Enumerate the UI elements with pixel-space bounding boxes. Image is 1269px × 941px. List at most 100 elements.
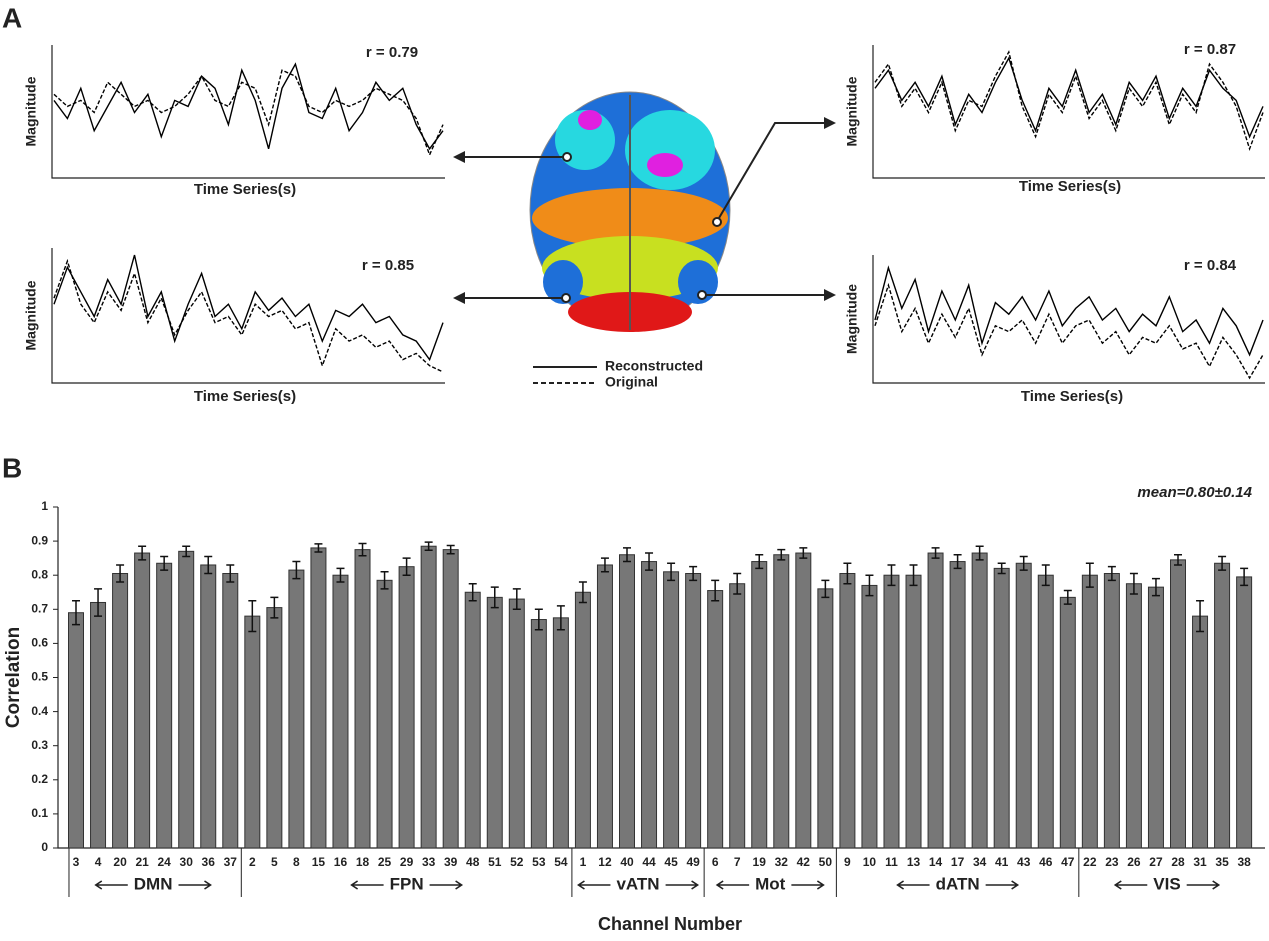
x-tick-label: 27 — [1149, 855, 1163, 869]
bar — [1015, 562, 1032, 849]
series-line — [874, 50, 1264, 151]
error-bar — [116, 564, 125, 583]
bar — [420, 545, 437, 849]
y-tick-label: 0.1 — [31, 806, 48, 820]
error-bar — [94, 588, 103, 617]
bar — [244, 615, 261, 849]
series-line — [874, 282, 1264, 380]
error-bar — [270, 596, 279, 619]
bar — [839, 572, 856, 849]
bar — [266, 607, 283, 849]
x-tick-label: 54 — [554, 855, 568, 869]
panel-label: A — [2, 2, 22, 33]
error-bar — [182, 545, 191, 558]
error-bar — [975, 545, 984, 561]
x-tick-label: 51 — [488, 855, 502, 869]
group-arrow — [350, 880, 464, 890]
x-tick-label: 36 — [202, 855, 216, 869]
y-tick-label: 0.8 — [31, 567, 48, 581]
x-tick-label: 11 — [885, 855, 898, 869]
bar — [641, 561, 658, 849]
bar — [156, 562, 173, 849]
error-bar — [645, 552, 654, 571]
bar — [398, 566, 415, 849]
error-bar — [1174, 553, 1182, 566]
x-tick-label: 52 — [510, 855, 524, 869]
error-bar — [314, 543, 323, 553]
x-tick-label: 42 — [797, 855, 811, 869]
bar — [861, 584, 878, 849]
x-tick-label: 33 — [422, 855, 436, 869]
bar — [596, 564, 613, 849]
x-tick-label: 30 — [180, 855, 194, 869]
x-tick-label: 48 — [466, 855, 480, 869]
x-axis-title: Time Series(s) — [1021, 388, 1123, 405]
error-bar — [953, 553, 962, 570]
bar — [1059, 596, 1076, 849]
error-bar — [777, 548, 786, 561]
x-tick-label: 49 — [686, 855, 700, 869]
group-arrow — [94, 880, 212, 890]
bar — [707, 590, 724, 849]
error-bar — [1218, 555, 1227, 571]
bar — [486, 596, 503, 849]
x-tick-label: 40 — [620, 855, 634, 869]
bar — [354, 549, 371, 849]
error-bar — [1085, 562, 1094, 588]
error-bar — [600, 557, 609, 573]
error-bar — [1196, 600, 1205, 633]
bar — [552, 617, 569, 849]
error-bar — [909, 564, 918, 587]
group-label: vATN — [616, 874, 659, 893]
series-line — [53, 62, 444, 151]
annotation: r = 0.79 — [366, 44, 418, 61]
bar — [993, 567, 1010, 849]
y-tick-label: 0.7 — [31, 601, 48, 615]
error-bar — [446, 544, 455, 555]
series-line — [874, 265, 1264, 357]
legend-label: Original — [605, 374, 658, 390]
x-tick-label: 34 — [973, 855, 987, 869]
bar — [729, 583, 746, 849]
bar — [508, 598, 525, 849]
y-axis-title: Correlation — [3, 627, 24, 728]
series-line — [53, 258, 444, 373]
bar — [90, 601, 107, 849]
bar — [751, 561, 768, 849]
axis — [872, 45, 1265, 179]
bar — [530, 619, 547, 849]
group-arrow — [896, 880, 1020, 890]
error-bar — [578, 581, 587, 604]
error-bar — [512, 588, 521, 611]
series-line — [53, 254, 444, 362]
axis — [51, 248, 445, 384]
y-tick-label: 0.5 — [31, 670, 48, 684]
bar — [112, 572, 129, 849]
error-bar — [799, 547, 808, 559]
x-tick-label: 20 — [113, 855, 127, 869]
x-tick-label: 8 — [293, 855, 300, 869]
bar — [376, 579, 393, 849]
annotation: r = 0.87 — [1184, 41, 1236, 58]
x-tick-label: 9 — [844, 855, 851, 869]
error-bar — [468, 582, 477, 602]
x-axis-title: Channel Number — [598, 914, 742, 934]
annotation: r = 0.85 — [362, 257, 414, 274]
bar — [332, 574, 349, 849]
error-bar — [138, 545, 147, 561]
bar — [1125, 583, 1142, 849]
y-tick-label: 0.3 — [31, 738, 48, 752]
error-bar — [556, 605, 565, 631]
error-bar — [226, 564, 235, 583]
x-tick-label: 1 — [580, 855, 587, 869]
y-tick-label: 0.9 — [31, 533, 48, 547]
x-tick-label: 38 — [1237, 855, 1251, 869]
y-axis-title: Magnitude — [23, 76, 39, 146]
y-axis-title: Magnitude — [23, 280, 39, 350]
x-tick-label: 24 — [157, 855, 171, 869]
x-tick-label: 5 — [271, 855, 278, 869]
error-bar — [887, 564, 896, 587]
x-tick-label: 45 — [664, 855, 678, 869]
axis — [872, 255, 1265, 384]
error-bar — [1129, 572, 1138, 595]
